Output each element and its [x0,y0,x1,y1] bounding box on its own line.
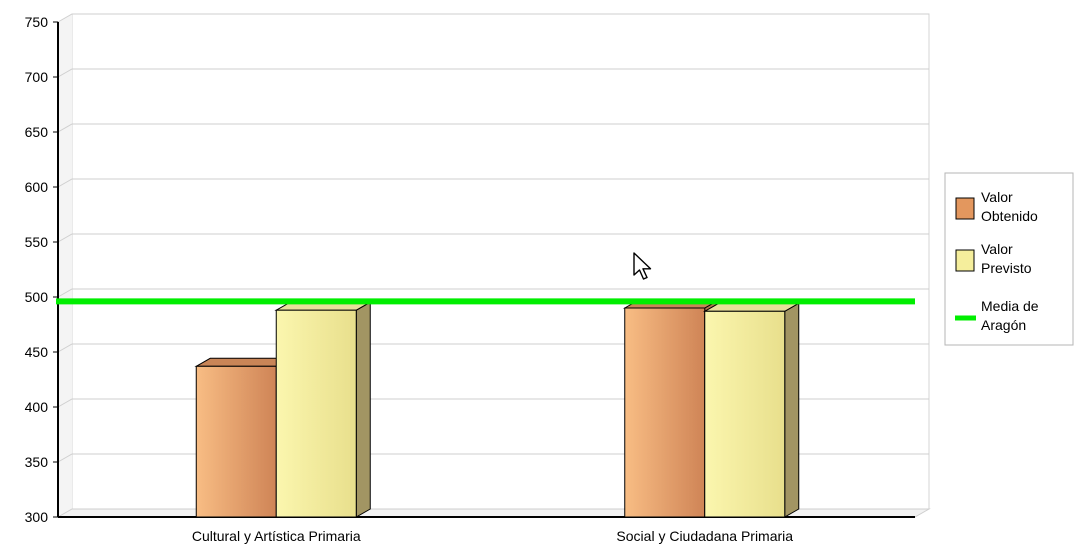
y-tick-label: 700 [25,69,49,85]
gridline [57,233,929,243]
y-tick-label: 550 [25,234,49,250]
gridline [57,68,929,78]
legend-label: Obtenido [981,208,1038,224]
gridline [57,123,929,133]
legend-label: Media de [981,298,1039,314]
legend-swatch [955,197,975,220]
arrow-cursor-icon [633,252,652,280]
legend-label: Aragón [981,317,1026,333]
legend-item: Valor Previsto [955,241,1032,276]
y-tick-label: 600 [25,179,49,195]
legend-label: Valor [981,189,1013,205]
bar-1-0 [274,301,373,518]
gridline [57,288,929,298]
gridline [57,13,929,23]
y-tick-label: 750 [25,14,49,30]
y-tick-label: 450 [25,344,49,360]
legend-item: Media de Aragón [955,298,1039,333]
x-tick-label: Social y Ciudadana Primaria [616,528,793,544]
legend-item: Valor Obtenido [955,189,1038,224]
y-tick-label: 400 [25,399,49,415]
x-axis-tick-labels: Cultural y Artística Primaria Social y Ci… [192,528,793,544]
y-tick-label: 350 [25,454,49,470]
legend-swatch [955,249,975,272]
legend-label: Previsto [981,260,1032,276]
y-tick-label: 500 [25,289,49,305]
plot-floor [56,508,931,518]
legend: Valor Obtenido Valor Previsto Media de Aragón [944,172,1074,346]
y-tick-label: 650 [25,124,49,140]
plot-side-wall [58,14,72,517]
bars [194,299,801,518]
x-tick-label: Cultural y Artística Primaria [192,528,361,544]
gridline [57,178,929,188]
bar-1-1 [702,302,801,518]
y-tick-label: 300 [25,509,49,525]
legend-label: Valor [981,241,1013,257]
y-axis-tick-labels: 300 350 400 450 500 550 600 650 700 750 [25,14,49,525]
